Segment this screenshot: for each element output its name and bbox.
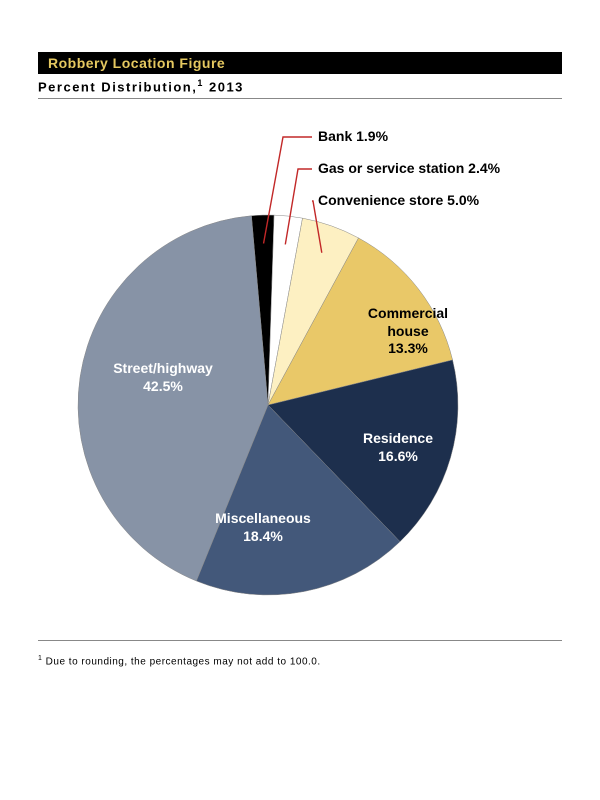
divider-top [38, 98, 562, 99]
title-text: Robbery Location Figure [48, 55, 225, 71]
callout-label: Bank 1.9% [318, 128, 388, 144]
subtitle: Percent Distribution,1 2013 [38, 78, 244, 94]
divider-bottom [38, 640, 562, 641]
subtitle-prefix: Percent Distribution, [38, 79, 197, 94]
subtitle-year: 2013 [204, 79, 244, 94]
pie-chart: Bank 1.9% Gas or service station 2.4% Conv… [38, 110, 562, 630]
callout-label: Gas or service station 2.4% [318, 160, 500, 176]
callout-label: Convenience store 5.0% [318, 192, 479, 208]
footnote: 1 Due to rounding, the percentages may n… [38, 655, 321, 667]
pie-svg [38, 110, 562, 630]
footnote-text: Due to rounding, the percentages may not… [42, 656, 320, 667]
title-bar: Robbery Location Figure [38, 52, 562, 74]
